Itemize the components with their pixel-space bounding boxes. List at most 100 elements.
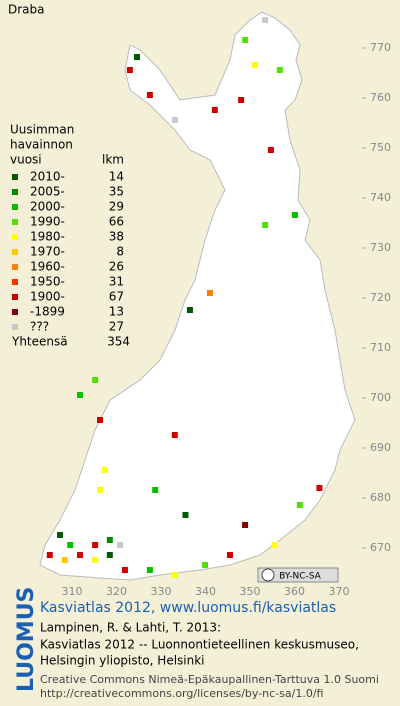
badge-text: BY-NC-SA — [279, 572, 322, 582]
observation-square — [182, 512, 189, 518]
legend-count: 67 — [109, 290, 124, 304]
brand: LUOMUS — [14, 587, 39, 692]
observation-square — [133, 54, 140, 60]
observation-square — [101, 467, 108, 473]
legend-swatch — [12, 324, 18, 330]
observation-square — [92, 542, 99, 548]
observation-square — [171, 572, 178, 578]
observation-square — [226, 552, 233, 558]
x-tick-label: 340 — [195, 585, 216, 598]
observation-square — [106, 552, 113, 558]
y-tick-label: 750 — [370, 141, 391, 154]
legend-label: 1950- — [30, 275, 65, 289]
observation-square — [97, 417, 104, 423]
x-tick-label: 360 — [284, 585, 305, 598]
legend-count: 27 — [109, 320, 124, 334]
legend-heading: havainnon — [10, 138, 73, 152]
legend-count: 31 — [109, 275, 124, 289]
legend-count: 13 — [109, 305, 124, 319]
legend-count: 14 — [109, 170, 124, 184]
x-tick-label: 370 — [329, 585, 350, 598]
observation-square — [271, 542, 278, 548]
observation-square — [146, 92, 153, 98]
legend-count: 26 — [109, 260, 124, 274]
license-url[interactable]: http://creativecommons.org/licenses/by-n… — [40, 687, 323, 700]
legend-swatch — [12, 189, 18, 195]
observation-square — [296, 502, 303, 508]
observation-square — [171, 117, 178, 123]
legend-swatch — [12, 309, 18, 315]
legend-swatch — [12, 204, 18, 210]
license: Creative Commons Nimeä-Epäkaupallinen-Ta… — [40, 673, 379, 686]
y-tick-label: 700 — [370, 391, 391, 404]
legend-label: -1899 — [30, 305, 65, 319]
x-tick-label: 320 — [106, 585, 127, 598]
observation-square — [146, 567, 153, 573]
legend-label: 2010- — [30, 170, 65, 184]
legend-label: 1990- — [30, 215, 65, 229]
legend-count: 35 — [109, 185, 124, 199]
observation-square — [242, 37, 249, 43]
legend-label: 1980- — [30, 230, 65, 244]
x-tick-label: 330 — [151, 585, 172, 598]
observation-square — [171, 432, 178, 438]
legend-label: 2005- — [30, 185, 65, 199]
legend-count-heading: lkm — [102, 153, 124, 167]
observation-square — [276, 67, 283, 73]
y-tick-label: 710 — [370, 341, 391, 354]
x-tick-label: 310 — [62, 585, 83, 598]
observation-square — [67, 542, 74, 548]
y-tick-label: 680 — [370, 491, 391, 504]
legend-label: ??? — [30, 320, 49, 334]
legend-label: 1960- — [30, 260, 65, 274]
y-tick-label: 770 — [370, 41, 391, 54]
observation-square — [117, 542, 124, 548]
observation-square — [262, 17, 269, 23]
legend-swatch — [12, 264, 18, 270]
observation-square — [202, 562, 209, 568]
legend-count: 38 — [109, 230, 124, 244]
observation-square — [291, 212, 298, 218]
observation-square — [211, 107, 218, 113]
citation: Helsingin yliopisto, Helsinki — [40, 654, 205, 668]
observation-square — [92, 377, 99, 383]
y-tick-label: 690 — [370, 441, 391, 454]
observation-square — [316, 485, 323, 491]
observation-square — [46, 552, 53, 558]
legend-swatch — [12, 294, 18, 300]
legend-swatch — [12, 249, 18, 255]
legend-label: 1900- — [30, 290, 65, 304]
species-title: Draba — [8, 3, 45, 17]
legend-swatch — [12, 234, 18, 240]
observation-square — [238, 97, 245, 103]
legend-total-label: Yhteensä — [11, 335, 68, 349]
observation-square — [206, 290, 213, 296]
x-tick-label: 350 — [240, 585, 261, 598]
legend-label: 2000- — [30, 200, 65, 214]
citation: Kasviatlas 2012 -- Luonnontieteellinen k… — [40, 638, 359, 652]
observation-square — [251, 62, 258, 68]
legend-total: 354 — [107, 335, 130, 349]
legend-count: 8 — [116, 245, 124, 259]
cc-badge: BY-NC-SA — [257, 567, 339, 583]
observation-square — [186, 307, 193, 313]
legend-count: 29 — [109, 200, 124, 214]
observation-square — [97, 487, 104, 493]
y-tick-label: 720 — [370, 291, 391, 304]
badge-box — [257, 567, 339, 583]
legend-heading: Uusimman — [10, 123, 74, 137]
y-tick-label: 740 — [370, 191, 391, 204]
y-tick-label: 670 — [370, 541, 391, 554]
observation-square — [77, 552, 84, 558]
legend-count: 66 — [109, 215, 124, 229]
legend-swatch — [12, 219, 18, 225]
observation-square — [56, 532, 63, 538]
observation-square — [121, 567, 128, 573]
observation-square — [106, 537, 113, 543]
legend-swatch — [12, 174, 18, 180]
observation-square — [77, 392, 84, 398]
link[interactable]: Kasviatlas 2012, www.luomus.fi/kasviatla… — [40, 600, 336, 616]
legend-heading: vuosi — [10, 153, 42, 167]
observation-square — [267, 147, 274, 153]
